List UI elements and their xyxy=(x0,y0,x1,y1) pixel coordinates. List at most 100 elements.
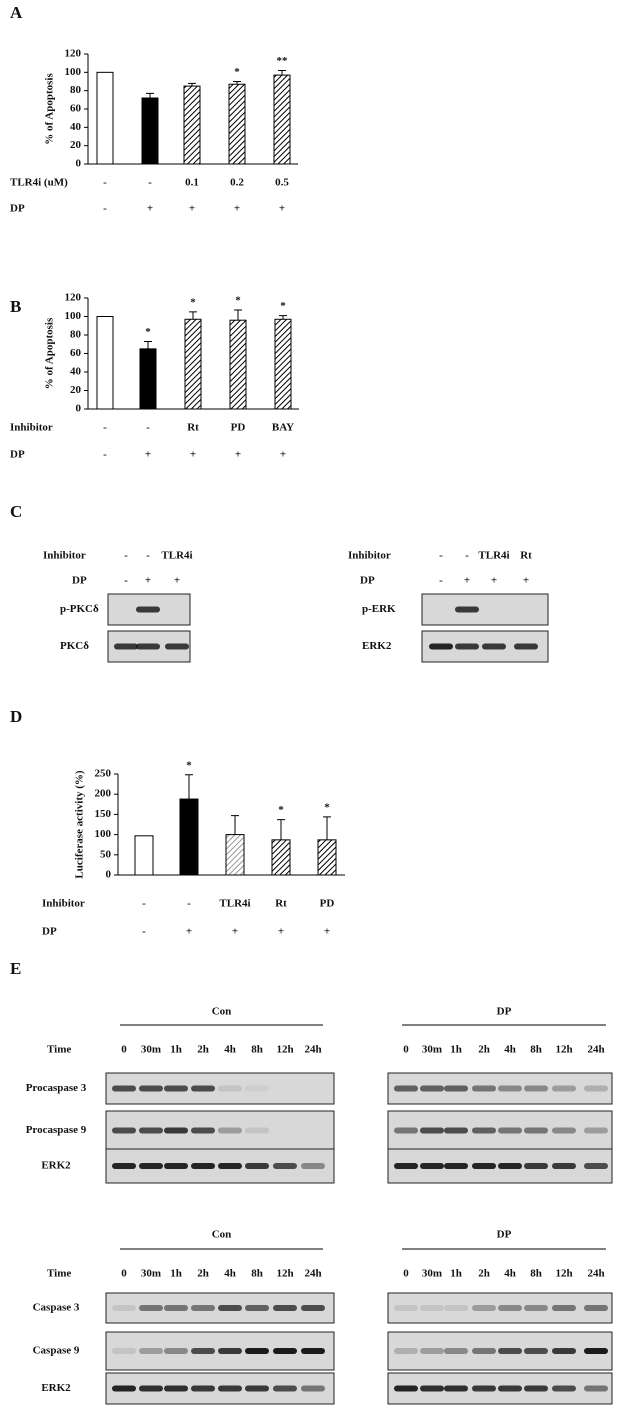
band xyxy=(164,1305,188,1311)
row-value: 0.1 xyxy=(185,177,199,189)
band xyxy=(472,1305,496,1311)
y-tick-label: 20 xyxy=(70,139,82,151)
band xyxy=(472,1127,496,1134)
band xyxy=(394,1127,418,1134)
band xyxy=(584,1085,608,1092)
time-value: 1h xyxy=(170,1044,182,1056)
blot-label: ERK2 xyxy=(41,1382,71,1394)
time-value: 12h xyxy=(276,1268,293,1280)
y-tick-label: 60 xyxy=(70,347,82,359)
band xyxy=(444,1127,468,1134)
y-tick-label: 120 xyxy=(65,48,82,60)
time-value: 8h xyxy=(251,1268,263,1280)
band xyxy=(164,1163,188,1169)
band xyxy=(552,1127,576,1134)
bar xyxy=(274,318,292,410)
time-value: 1h xyxy=(450,1044,462,1056)
bar xyxy=(141,97,159,165)
row-value: + xyxy=(235,449,241,461)
lane-label: Rt xyxy=(520,550,532,562)
band xyxy=(455,643,479,650)
bar xyxy=(317,839,337,876)
row-value: + xyxy=(324,926,330,938)
row-value: + xyxy=(147,203,153,215)
band xyxy=(136,643,160,650)
band xyxy=(552,1305,576,1311)
row-value: 0.5 xyxy=(275,177,289,189)
y-tick-label: 40 xyxy=(70,366,82,378)
blot-label: Procaspase 3 xyxy=(26,1082,87,1094)
row-value: Rt xyxy=(187,422,199,434)
blot-label: ERK2 xyxy=(362,640,392,652)
row-label: DP xyxy=(42,926,57,938)
band xyxy=(444,1085,468,1092)
band xyxy=(482,643,506,650)
band xyxy=(394,1163,418,1169)
y-tick-label: 100 xyxy=(95,828,112,840)
band xyxy=(218,1163,242,1169)
y-tick-label: 20 xyxy=(70,384,82,396)
band xyxy=(191,1305,215,1311)
y-tick-label: 50 xyxy=(100,848,112,860)
band xyxy=(218,1085,242,1092)
significance: * xyxy=(186,759,192,771)
band xyxy=(164,1127,188,1134)
band xyxy=(420,1085,444,1092)
blot-label: ERK2 xyxy=(41,1160,71,1172)
row-value: PD xyxy=(320,898,335,910)
bar xyxy=(183,85,201,165)
row-value: + xyxy=(189,203,195,215)
band xyxy=(552,1163,576,1169)
band xyxy=(218,1385,242,1392)
band xyxy=(524,1385,548,1392)
panel-label: D xyxy=(10,707,22,726)
band xyxy=(420,1127,444,1134)
lane-label: - xyxy=(439,575,443,587)
time-value: 8h xyxy=(251,1044,263,1056)
row-label: Inhibitor xyxy=(10,422,53,434)
band xyxy=(301,1348,325,1354)
time-value: 2h xyxy=(478,1044,490,1056)
time-value: 24h xyxy=(587,1268,604,1280)
band xyxy=(455,606,479,613)
bar xyxy=(96,71,114,165)
band xyxy=(584,1163,608,1169)
group-label: Con xyxy=(212,1229,232,1241)
lane-label: - xyxy=(124,550,128,562)
band xyxy=(394,1305,418,1311)
band xyxy=(139,1348,163,1354)
row-value: + xyxy=(280,449,286,461)
panel-label: E xyxy=(10,959,21,978)
y-tick-label: 100 xyxy=(65,66,82,78)
error-bar xyxy=(144,340,152,349)
y-tick-label: 0 xyxy=(76,403,82,415)
time-value: 0 xyxy=(121,1044,127,1056)
band xyxy=(420,1385,444,1392)
error-bar xyxy=(231,815,239,835)
error-bar xyxy=(189,311,197,320)
group-label: DP xyxy=(497,1006,512,1018)
band xyxy=(514,643,538,650)
significance: * xyxy=(280,300,286,312)
error-bar xyxy=(185,774,193,800)
y-axis-label: % of Apoptosis xyxy=(44,73,56,145)
time-value: 0 xyxy=(403,1044,409,1056)
row-value: + xyxy=(186,926,192,938)
band xyxy=(164,1385,188,1392)
blot-label: p-ERK xyxy=(362,603,396,615)
band xyxy=(498,1348,522,1354)
y-tick-label: 200 xyxy=(95,788,112,800)
band xyxy=(164,1348,188,1354)
band xyxy=(245,1348,269,1354)
panel-label: A xyxy=(10,3,23,22)
band xyxy=(472,1348,496,1354)
row-value: PD xyxy=(231,422,246,434)
lane-label: + xyxy=(464,575,470,587)
lane-label: TLR4i xyxy=(478,550,509,562)
band xyxy=(552,1085,576,1092)
band xyxy=(584,1385,608,1392)
time-value: 24h xyxy=(304,1268,321,1280)
panel-label: C xyxy=(10,502,22,521)
time-value: 30m xyxy=(422,1268,442,1280)
band xyxy=(139,1385,163,1392)
